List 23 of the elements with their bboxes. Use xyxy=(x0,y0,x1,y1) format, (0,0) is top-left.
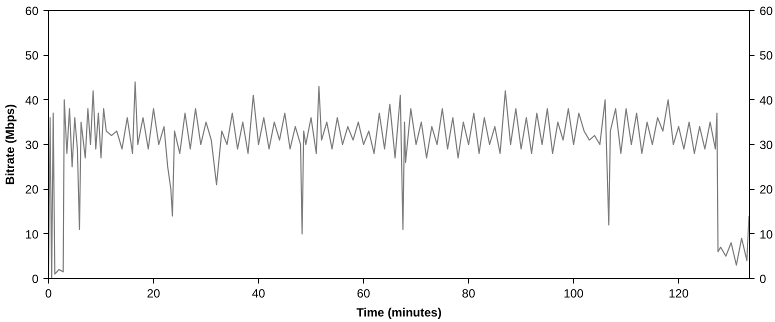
y-tick-label: 10 xyxy=(25,227,39,242)
y-tick-label: 40 xyxy=(25,93,39,108)
y-tick-label: 30 xyxy=(25,138,39,152)
y2-tick-label: 10 xyxy=(760,227,774,242)
y-tick-label: 0 xyxy=(32,272,39,286)
y-tick-label: 60 xyxy=(25,4,39,18)
x-tick-label: 20 xyxy=(146,286,161,300)
x-tick-label: 60 xyxy=(356,286,371,300)
y-axis-title: Bitrate (Mbps) xyxy=(3,104,18,185)
y2-tick-label: 30 xyxy=(760,138,774,152)
y-tick-label: 20 xyxy=(25,182,39,197)
y-tick-label: 50 xyxy=(25,48,39,63)
x-tick-label: 100 xyxy=(564,286,584,300)
y2-tick-label: 0 xyxy=(760,272,766,286)
x-tick-label: 40 xyxy=(252,286,266,300)
y2-tick-label: 20 xyxy=(760,182,774,197)
y2-tick-label: 40 xyxy=(760,93,774,108)
x-tick-label: 120 xyxy=(668,286,689,300)
y2-tick-label: 60 xyxy=(760,4,774,18)
x-tick-label: 80 xyxy=(462,286,476,300)
x-axis-title: Time (minutes) xyxy=(356,306,442,320)
x-tick-label: 0 xyxy=(45,286,52,300)
y2-tick-label: 50 xyxy=(760,48,774,63)
